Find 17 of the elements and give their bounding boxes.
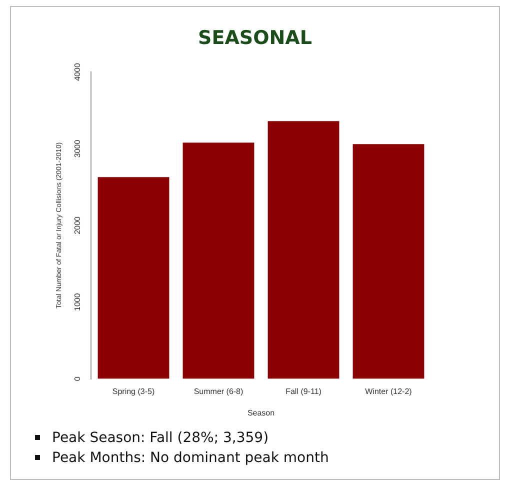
y-tick-label: 2000 [73, 216, 82, 234]
x-tick-label: Fall (9-11) [286, 386, 322, 396]
bar [352, 144, 424, 379]
x-tick-label: Spring (3-5) [112, 386, 155, 396]
y-tick-label: 1000 [73, 292, 82, 311]
x-tick-label: Summer (6-8) [194, 386, 244, 396]
bar [268, 121, 340, 379]
y-tick-label: 4000 [73, 62, 82, 81]
x-tick-label: Winter (12-2) [365, 386, 412, 396]
text: Peak Season: Fall (28%; 3,359) [51, 430, 270, 446]
chart-title: SEASONAL [197, 27, 313, 49]
bar [98, 177, 170, 379]
bar [182, 142, 254, 379]
y-tick-label: 0 [73, 376, 82, 382]
x-axis-title: Season [247, 408, 275, 418]
text: Peak Months: No dominant peak month [51, 450, 329, 466]
y-tick-label: 3000 [73, 139, 82, 158]
